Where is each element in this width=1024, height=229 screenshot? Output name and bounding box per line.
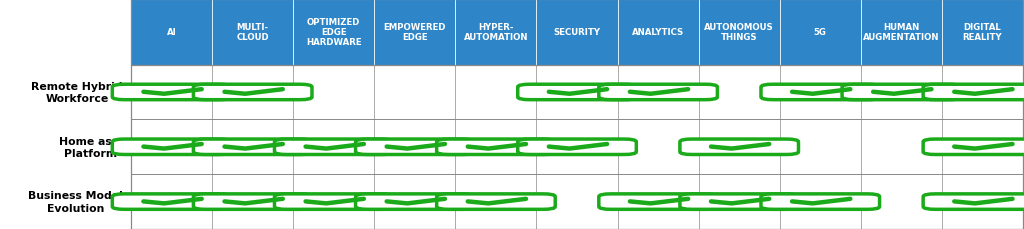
FancyBboxPatch shape bbox=[924, 139, 1024, 155]
Text: ANALYTICS: ANALYTICS bbox=[632, 28, 684, 37]
FancyBboxPatch shape bbox=[113, 85, 230, 100]
FancyBboxPatch shape bbox=[194, 85, 312, 100]
FancyBboxPatch shape bbox=[355, 139, 474, 155]
FancyBboxPatch shape bbox=[924, 85, 1024, 100]
FancyBboxPatch shape bbox=[761, 194, 880, 209]
FancyBboxPatch shape bbox=[274, 194, 393, 209]
Text: HUMAN
AUGMENTATION: HUMAN AUGMENTATION bbox=[863, 23, 940, 42]
FancyBboxPatch shape bbox=[518, 85, 636, 100]
Text: OPTIMIZED
EDGE
HARDWARE: OPTIMIZED EDGE HARDWARE bbox=[306, 18, 361, 47]
FancyBboxPatch shape bbox=[436, 139, 555, 155]
Text: Home as a
Platform: Home as a Platform bbox=[59, 136, 123, 158]
FancyBboxPatch shape bbox=[436, 194, 555, 209]
FancyBboxPatch shape bbox=[194, 139, 312, 155]
Text: DIGITAL
REALITY: DIGITAL REALITY bbox=[963, 23, 1002, 42]
FancyBboxPatch shape bbox=[194, 194, 312, 209]
Text: HYPER-
AUTOMATION: HYPER- AUTOMATION bbox=[464, 23, 528, 42]
Text: Business Model
Evolution: Business Model Evolution bbox=[28, 191, 123, 213]
FancyBboxPatch shape bbox=[274, 139, 393, 155]
FancyBboxPatch shape bbox=[518, 139, 636, 155]
FancyBboxPatch shape bbox=[113, 139, 230, 155]
FancyBboxPatch shape bbox=[599, 194, 718, 209]
Text: AI: AI bbox=[167, 28, 176, 37]
Text: EMPOWERED
EDGE: EMPOWERED EDGE bbox=[384, 23, 446, 42]
FancyBboxPatch shape bbox=[842, 85, 961, 100]
FancyBboxPatch shape bbox=[131, 0, 1023, 65]
Text: 5G: 5G bbox=[814, 28, 826, 37]
FancyBboxPatch shape bbox=[355, 194, 474, 209]
FancyBboxPatch shape bbox=[131, 65, 1023, 120]
FancyBboxPatch shape bbox=[924, 194, 1024, 209]
FancyBboxPatch shape bbox=[131, 120, 1023, 174]
FancyBboxPatch shape bbox=[599, 85, 718, 100]
Text: AUTONOMOUS
THINGS: AUTONOMOUS THINGS bbox=[705, 23, 774, 42]
FancyBboxPatch shape bbox=[113, 194, 230, 209]
FancyBboxPatch shape bbox=[680, 194, 799, 209]
FancyBboxPatch shape bbox=[680, 139, 799, 155]
Text: Remote Hybrid
Workforce: Remote Hybrid Workforce bbox=[32, 81, 123, 104]
Text: MULTI-
CLOUD: MULTI- CLOUD bbox=[237, 23, 269, 42]
Text: SECURITY: SECURITY bbox=[554, 28, 600, 37]
FancyBboxPatch shape bbox=[131, 174, 1023, 229]
FancyBboxPatch shape bbox=[761, 85, 880, 100]
